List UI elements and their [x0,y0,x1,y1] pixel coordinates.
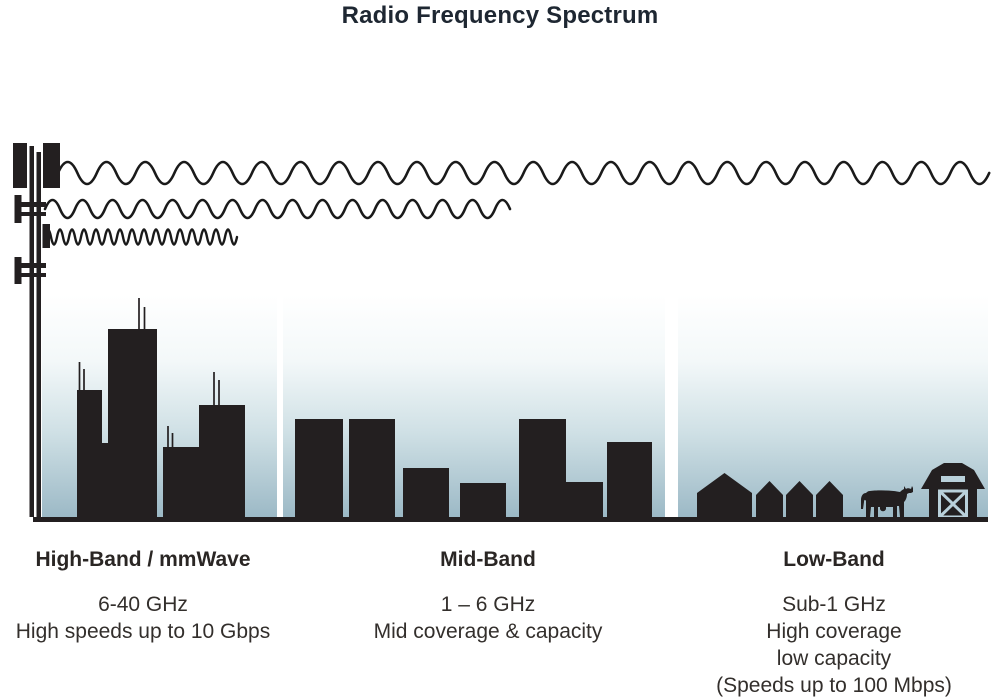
mid-band-frequency: 1 – 6 GHz [440,593,536,616]
barn-door [938,489,968,519]
low-band-speed: (Speeds up to 100 Mbps) [716,674,952,697]
house-icon [697,473,752,518]
spectrum-scene [13,143,991,522]
low-band-wave-icon [56,160,991,186]
house-icon [756,481,783,518]
high-band-label: High-Band / mmWave [35,548,251,571]
mid-band-sky-panel [283,295,665,517]
midrise-buildings-icon [295,419,652,517]
mid-band-label: Mid-Band [440,548,536,571]
house-icon [816,481,843,518]
ground-line [33,517,988,522]
low-band-description: Sub-1 GHz High coverage low capacity (Sp… [684,591,984,699]
high-band-description: 6-40 GHz High speeds up to 10 Gbps [0,591,293,645]
rooftop-antennas-icon [78,298,220,447]
barn-loft-window [941,476,965,482]
city-skyline-icon [77,298,245,518]
diagram-title: Radio Frequency Spectrum [341,2,659,29]
cow-icon [861,486,913,517]
cell-tower-icon [13,143,60,517]
mid-band-wave-icon [43,198,512,220]
barn-icon [921,463,985,519]
rural-scene-icon [697,463,985,519]
house-icon [786,481,813,518]
low-band-label: Low-Band [783,548,885,571]
low-band-frequency: Sub-1 GHz [782,593,886,616]
mid-band-description: 1 – 6 GHz Mid coverage & capacity [338,591,638,645]
high-band-frequency: 6-40 GHz [98,593,188,616]
low-band-coverage: High coverage [766,620,902,643]
mid-band-coverage: Mid coverage & capacity [373,620,603,643]
high-band-speed: High speeds up to 10 Gbps [15,620,271,643]
low-band-capacity: low capacity [776,647,892,670]
high-band-wave-icon [43,228,239,246]
